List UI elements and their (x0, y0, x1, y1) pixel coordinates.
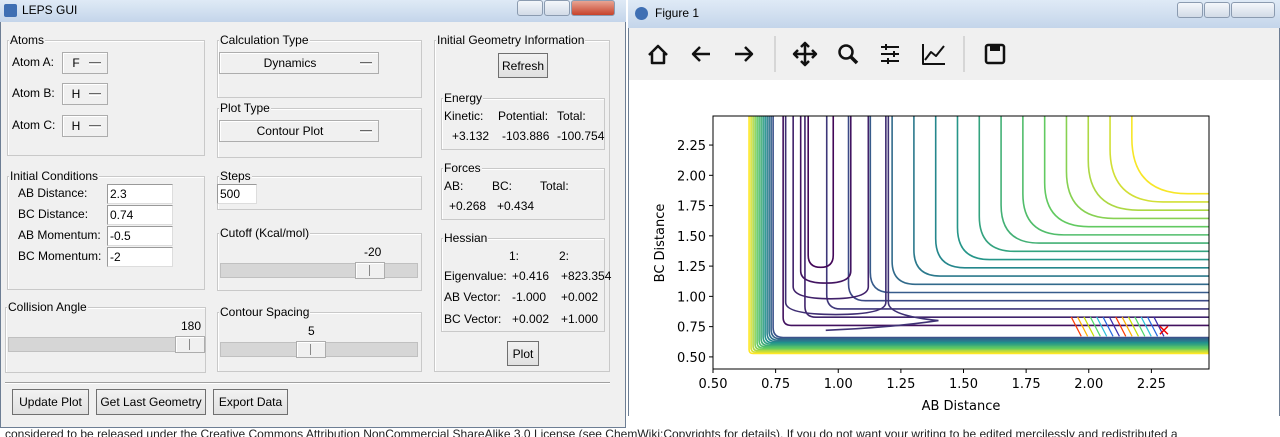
value: +0.434 (497, 199, 534, 213)
text-input[interactable]: 2.3 (107, 184, 173, 204)
dropdown-value: H (63, 119, 89, 133)
value: +1.000 (561, 312, 598, 326)
label: Atom C: (12, 118, 55, 132)
value: +0.002 (561, 290, 598, 304)
value: +0.416 (512, 269, 549, 283)
label: 2: (559, 249, 569, 263)
group-label: Hessian (443, 231, 488, 245)
group-label: Initial Conditions (9, 169, 99, 183)
dropdown-value: H (63, 87, 89, 101)
group-box (217, 233, 422, 291)
maximize-button[interactable] (544, 0, 570, 16)
close-button[interactable] (1231, 2, 1275, 18)
window-icon (4, 4, 17, 17)
button[interactable]: Update Plot (12, 389, 89, 415)
window-icon (635, 7, 648, 20)
dropdown[interactable]: Contour Plot (219, 120, 379, 142)
text-input[interactable]: 0.74 (107, 205, 173, 225)
dropdown-indicator (360, 130, 372, 133)
label: BC Momentum: (18, 249, 101, 263)
dropdown-indicator (89, 125, 101, 128)
minimize-button[interactable] (1177, 2, 1203, 18)
slider-value: 5 (308, 324, 315, 338)
value: +0.268 (449, 199, 486, 213)
label: Potential: (498, 109, 548, 123)
dropdown-value: Contour Plot (220, 124, 360, 138)
button[interactable]: Plot (507, 341, 539, 366)
slider-thumb[interactable] (175, 336, 205, 353)
toolbar (629, 28, 1279, 80)
label: BC Vector: (444, 312, 501, 326)
slider-grip (310, 344, 311, 355)
slider-thumb[interactable] (296, 341, 326, 358)
slider-value: 180 (181, 319, 201, 333)
text-input[interactable]: -2 (107, 247, 173, 267)
dropdown[interactable]: H (62, 83, 108, 105)
background-text: considered to be released under the Crea… (5, 427, 1280, 437)
slider-thumb[interactable] (355, 262, 385, 279)
group-label: Atoms (9, 33, 45, 47)
slider-trough[interactable] (220, 263, 418, 278)
close-button[interactable] (571, 0, 615, 16)
label: AB Momentum: (18, 228, 101, 242)
slider-grip (369, 265, 370, 276)
label: AB Distance: (18, 186, 87, 200)
group-label: Initial Geometry Information (436, 33, 585, 47)
dropdown-indicator (89, 62, 101, 65)
button[interactable]: Get Last Geometry (96, 389, 206, 415)
label: AB Vector: (444, 290, 501, 304)
slider-value: -20 (364, 245, 381, 259)
window-title: LEPS GUI (22, 3, 77, 17)
label: Atom A: (12, 55, 54, 69)
label: Eigenvalue: (444, 269, 507, 283)
label: BC: (492, 179, 512, 193)
maximize-button[interactable] (1204, 2, 1230, 18)
text-input[interactable]: 500 (217, 184, 257, 204)
dropdown-indicator (89, 93, 101, 96)
label: Total: (557, 109, 586, 123)
button[interactable]: Export Data (213, 389, 288, 415)
value: -103.886 (502, 129, 549, 143)
value: +0.002 (512, 312, 549, 326)
separator (5, 382, 610, 384)
value: -100.754 (557, 129, 604, 143)
dropdown-indicator (360, 62, 372, 65)
group-label: Collision Angle (7, 300, 88, 314)
label: 1: (509, 249, 519, 263)
group-label: Contour Spacing (219, 305, 310, 319)
dropdown-value: F (63, 56, 89, 70)
group-label: Forces (443, 161, 482, 175)
value: +823.354 (561, 269, 611, 283)
button[interactable]: Refresh (498, 53, 548, 78)
slider-grip (189, 339, 190, 350)
text-input[interactable]: -0.5 (107, 226, 173, 246)
dropdown[interactable]: H (62, 115, 108, 137)
label: BC Distance: (18, 207, 88, 221)
group-label: Calculation Type (219, 33, 310, 47)
dropdown-value: Dynamics (220, 56, 360, 70)
label: Kinetic: (444, 109, 483, 123)
value: -1.000 (512, 290, 546, 304)
group-label: Steps (219, 169, 252, 183)
minimize-button[interactable] (517, 0, 543, 16)
dropdown[interactable]: Dynamics (219, 52, 379, 74)
value: +3.132 (452, 129, 489, 143)
label: Total: (540, 179, 569, 193)
group-label: Energy (443, 91, 483, 105)
dropdown[interactable]: F (62, 52, 108, 74)
window-title: Figure 1 (655, 6, 699, 20)
label: AB: (444, 179, 463, 193)
group-label: Plot Type (219, 101, 271, 115)
group-label: Cutoff (Kcal/mol) (219, 226, 310, 240)
label: Atom B: (12, 86, 55, 100)
